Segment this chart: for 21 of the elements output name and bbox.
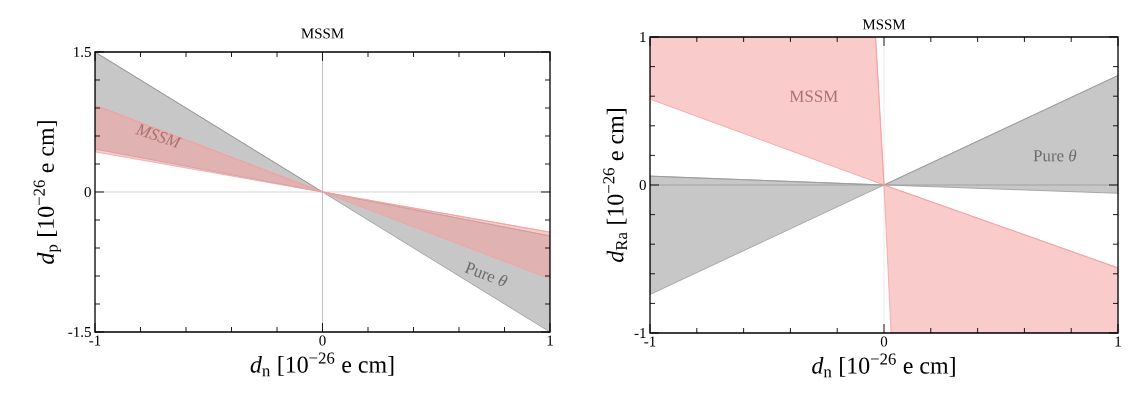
x-axis-title: d$_{n}$ [10$^{−26}$ e cm] (812, 353, 955, 378)
x-axis-title: d$_{n}$ [10$^{−26}$ e cm] (250, 352, 394, 377)
chart-title: MSSM (862, 19, 906, 30)
x-tick-label: 0 (319, 335, 326, 346)
series-label: Pure θ (1033, 149, 1077, 162)
chart-title: MSSM (301, 28, 344, 39)
text: MSSM (789, 90, 838, 102)
y-tick-label: 0 (639, 179, 646, 191)
y-tick-label: -1.5 (68, 326, 91, 338)
text: Pure θ (464, 261, 508, 286)
text: MSSM (135, 123, 183, 149)
y-tick-label: 1 (640, 32, 646, 42)
y-axis-title: d$_{p}$ [10$^{−26}$ e cm] (33, 121, 61, 264)
y-axis-title: d$_{Ra}$ [10$^{−26}$ e cm] (603, 109, 628, 262)
x-tick-label: 1 (547, 335, 553, 346)
y-tick-label: 0 (84, 186, 91, 198)
x-tick-label: 0 (880, 336, 888, 347)
y-tick-label: -1 (634, 328, 646, 338)
x-tick-label: 1 (1115, 336, 1121, 347)
x-tick-label: -1 (89, 335, 101, 346)
y-tick-label: 1.5 (74, 46, 91, 58)
